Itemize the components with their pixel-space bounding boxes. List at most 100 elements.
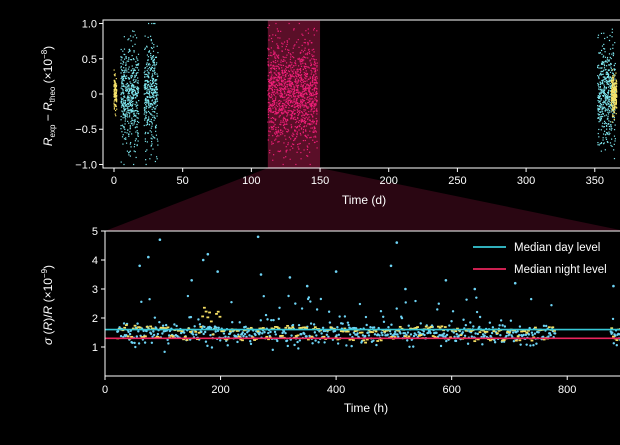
top-point <box>291 100 293 102</box>
top-point <box>121 98 123 101</box>
top-point <box>283 87 285 90</box>
top-point <box>284 85 287 88</box>
top-point <box>600 129 602 131</box>
top-point <box>304 109 307 111</box>
bottom-smoothed-point <box>514 339 518 342</box>
top-point <box>606 96 608 98</box>
top-point <box>134 74 136 77</box>
top-point <box>122 125 124 128</box>
top-point <box>277 103 280 105</box>
top-point <box>127 108 129 110</box>
top-point <box>598 100 600 102</box>
top-point <box>283 116 285 118</box>
top-point <box>304 104 306 106</box>
top-point <box>293 133 295 136</box>
top-point <box>131 85 133 87</box>
top-point <box>281 45 283 48</box>
top-point <box>126 98 128 100</box>
ylabel-unit-close: ) <box>41 265 55 269</box>
top-point <box>291 64 293 66</box>
top-point <box>296 70 298 72</box>
bottom-point <box>352 331 356 334</box>
top-point <box>148 104 150 107</box>
top-point <box>269 120 271 122</box>
top-point <box>292 70 294 72</box>
top-point <box>300 93 302 95</box>
top-point <box>597 142 599 144</box>
top-point <box>127 84 130 86</box>
top-point <box>598 67 600 69</box>
top-point <box>603 32 605 34</box>
top-point <box>115 98 117 100</box>
bottom-point <box>437 302 440 305</box>
top-point <box>316 113 318 115</box>
top-point <box>296 126 298 128</box>
top-point <box>144 76 146 78</box>
top-point <box>307 86 309 88</box>
top-point <box>151 73 154 75</box>
bottom-point <box>300 307 304 310</box>
top-point <box>152 75 154 77</box>
top-point <box>289 110 291 112</box>
top-point <box>121 136 124 138</box>
top-point <box>289 85 291 87</box>
top-point <box>274 132 276 134</box>
top-point <box>298 75 300 77</box>
top-point <box>606 76 608 78</box>
top-point <box>288 65 290 67</box>
top-point <box>609 85 611 87</box>
top-point <box>288 93 290 96</box>
top-point <box>268 88 270 90</box>
top-point <box>126 69 128 71</box>
top-point <box>609 80 612 82</box>
top-point <box>115 97 118 99</box>
top-point <box>606 36 608 38</box>
top-point <box>152 70 154 72</box>
top-point <box>269 131 271 133</box>
top-point <box>275 128 277 131</box>
top-point <box>302 51 304 53</box>
top-point <box>614 124 616 126</box>
bottom-point <box>131 341 134 344</box>
top-point <box>285 156 287 158</box>
bottom-smoothed-point <box>365 338 369 341</box>
bottom-smoothed-point <box>280 334 284 337</box>
top-point <box>151 99 154 101</box>
top-point <box>599 120 601 122</box>
top-point <box>268 54 270 57</box>
top-point <box>144 88 146 90</box>
bottom-point <box>491 326 495 329</box>
top-point <box>603 63 605 65</box>
top-point <box>612 47 614 49</box>
bottom-smoothed-point <box>215 312 218 315</box>
top-point <box>609 132 611 135</box>
top-point <box>309 100 311 102</box>
top-point <box>131 111 133 113</box>
bottom-smoothed-point <box>232 329 236 332</box>
top-point <box>150 137 152 139</box>
top-point <box>316 121 318 123</box>
top-y-axis: −1.0−0.500.51.0 <box>75 19 103 171</box>
top-point <box>315 122 317 125</box>
top-point <box>302 60 304 62</box>
top-point <box>131 105 133 107</box>
bottom-smoothed-point <box>485 330 489 333</box>
top-point <box>270 47 272 49</box>
top-point <box>268 96 270 98</box>
bottom-point <box>230 300 233 304</box>
top-point <box>131 107 134 109</box>
top-point <box>156 104 158 106</box>
top-point <box>128 57 130 59</box>
top-point <box>127 152 130 154</box>
top-point <box>133 94 135 96</box>
top-point <box>145 101 147 104</box>
top-point <box>122 143 124 145</box>
top-point <box>603 78 606 80</box>
top-point <box>306 154 308 157</box>
top-point <box>614 93 617 95</box>
top-point <box>275 67 277 70</box>
top-point <box>598 114 600 116</box>
top-point <box>276 55 278 57</box>
bottom-point <box>263 330 266 334</box>
top-point <box>272 103 274 105</box>
